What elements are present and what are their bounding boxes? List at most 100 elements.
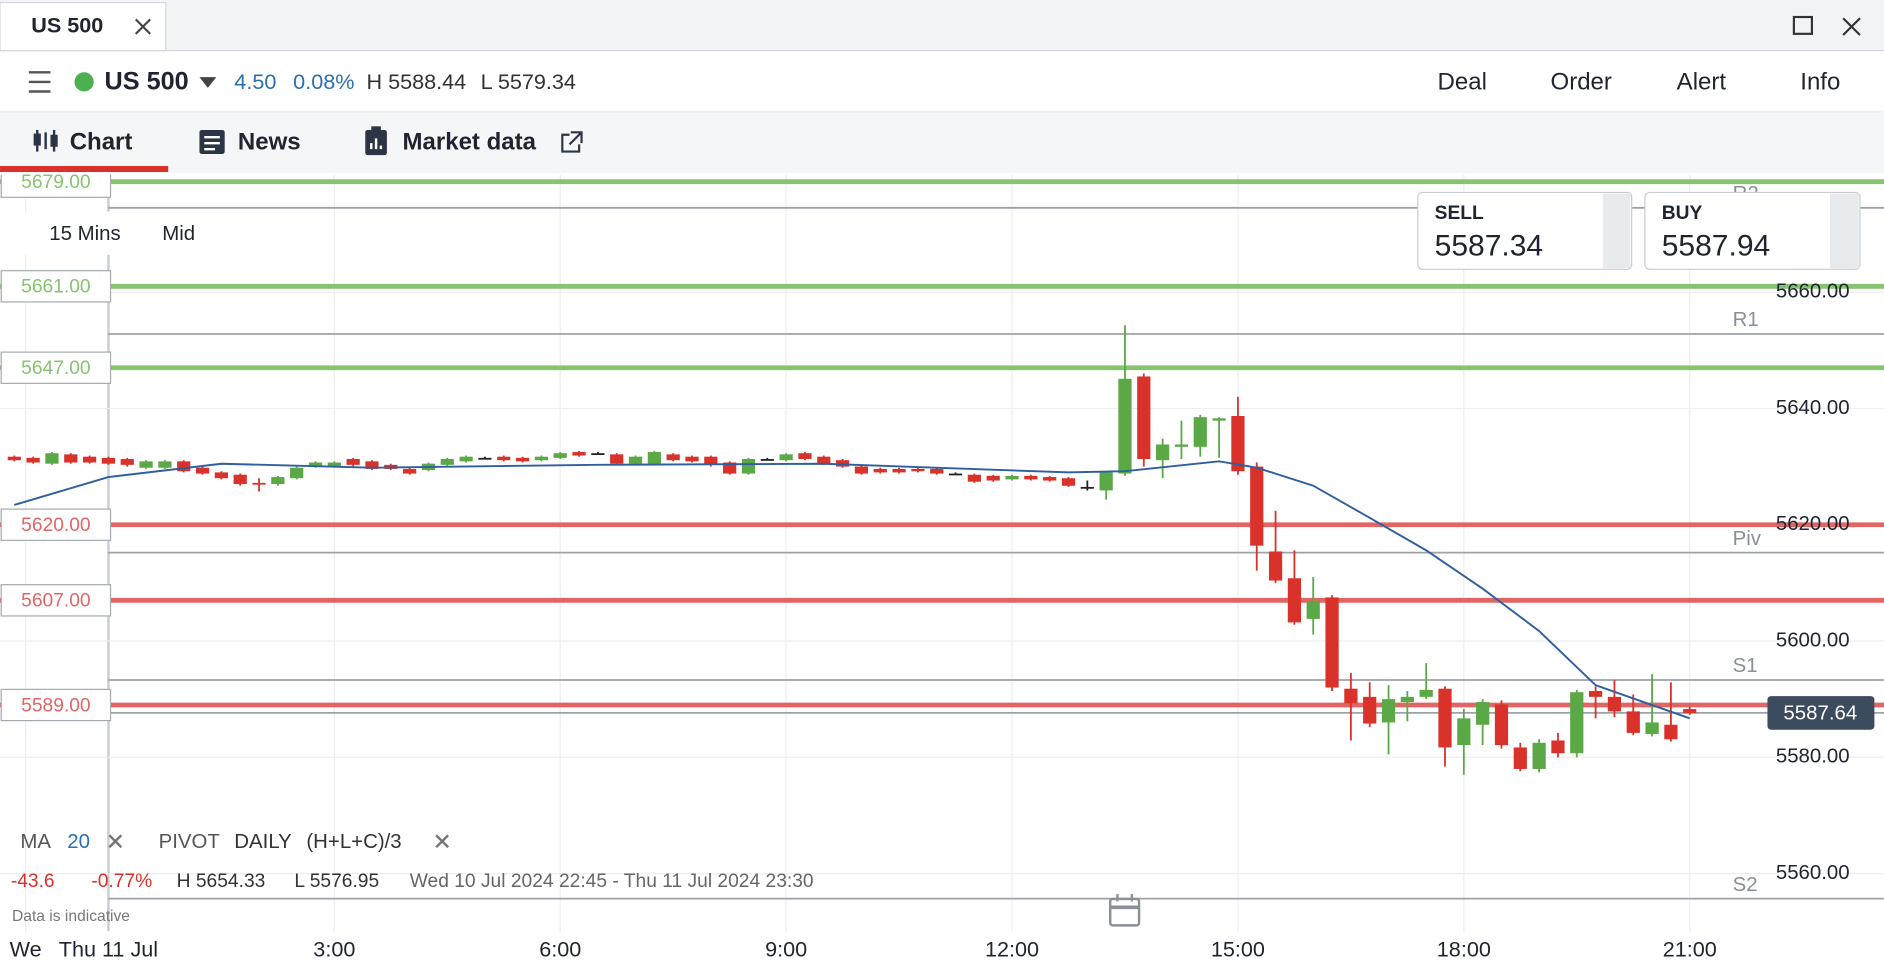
period-change: -43.6	[11, 871, 55, 892]
last-price-label: 5587.64	[1783, 702, 1857, 724]
candle-body	[873, 468, 887, 473]
candle-body	[1400, 696, 1414, 703]
candle-body	[365, 461, 379, 469]
candle-body	[290, 467, 304, 479]
candle-body	[1626, 711, 1640, 733]
candle-body	[553, 453, 567, 458]
level-label: 5679.00	[21, 172, 90, 193]
candle-body	[403, 468, 417, 474]
candle-body	[1664, 724, 1678, 740]
candle-body	[892, 468, 906, 473]
change-pct: 0.08%	[293, 69, 354, 94]
buy-price: 5587.94	[1662, 230, 1771, 263]
candle-body	[986, 475, 1000, 481]
news-tab-icon	[199, 129, 225, 154]
pivot-label: S1	[1733, 655, 1758, 677]
candle-body	[64, 454, 78, 463]
candle-body	[534, 456, 549, 461]
pivot-formula: (H+L+C)/3	[306, 831, 401, 853]
alert-button[interactable]: Alert	[1677, 68, 1727, 95]
candle-body	[308, 462, 323, 467]
candle-body	[1419, 689, 1433, 697]
interval[interactable]: 15 Mins	[49, 223, 120, 245]
candle-body	[1325, 597, 1339, 688]
candle-body	[647, 452, 661, 464]
menu-icon[interactable]	[28, 71, 51, 93]
candle-body	[1532, 742, 1546, 769]
change: 4.50	[234, 69, 276, 94]
tab-bar	[0, 0, 1884, 51]
sell-box[interactable]: SELL 5587.34	[1417, 191, 1633, 270]
x-tick-label: 3:00	[313, 936, 355, 961]
nav-tabs	[0, 113, 1884, 174]
candle-body	[214, 472, 228, 479]
candle-body	[1024, 475, 1038, 480]
candle-body	[515, 457, 530, 462]
chart-tab-icon	[33, 129, 58, 152]
candle-body	[610, 454, 624, 464]
pivot-period: DAILY	[234, 831, 292, 853]
candle-body	[233, 474, 247, 485]
pivot-label: S2	[1733, 874, 1758, 896]
level-label-box	[0, 174, 112, 198]
dropdown-caret[interactable]	[199, 77, 217, 88]
news-tab[interactable]: News	[238, 129, 301, 156]
x-tick-label: Thu 11 Jul	[59, 936, 158, 961]
x-tick-label: 21:00	[1663, 936, 1717, 961]
candle-body	[1607, 696, 1622, 712]
y-tick-label: 5560.00	[1776, 862, 1850, 884]
x-tick-label: 12:00	[985, 936, 1039, 961]
maximize-icon[interactable]	[1792, 15, 1813, 35]
level-label-box	[0, 508, 112, 541]
chart-tab[interactable]: Chart	[70, 129, 133, 156]
candle-body	[1363, 696, 1377, 724]
close-tab-icon[interactable]	[135, 18, 151, 35]
candle-body	[177, 461, 191, 472]
deal-button[interactable]: Deal	[1438, 68, 1487, 95]
remove-ma-icon[interactable]	[108, 834, 123, 849]
chart-controls: 15 Mins Mid	[0, 211, 217, 255]
market-data-tab[interactable]: Market data	[403, 129, 537, 156]
ma-label: MA	[20, 831, 51, 853]
candle-body	[1457, 718, 1471, 746]
close-window-icon[interactable]	[1842, 17, 1861, 36]
candle-body	[760, 459, 774, 461]
calendar-icon[interactable]	[1109, 894, 1141, 927]
remove-pivot-icon[interactable]	[435, 834, 450, 849]
order-button[interactable]: Order	[1551, 68, 1612, 95]
candle-body	[1231, 415, 1245, 472]
day-low: L 5579.34	[481, 69, 576, 94]
instrument-name[interactable]: US 500	[105, 68, 189, 96]
candle-body	[26, 457, 40, 463]
candle-body	[779, 454, 793, 461]
candle-body	[1250, 466, 1264, 546]
x-axis: We Thu 11 Jul 3:00 6:00 9:00 12:00 15:00 18:00 2…	[10, 936, 1717, 961]
candle-body	[1268, 551, 1283, 581]
window-tab[interactable]	[0, 1, 167, 52]
level-label: 5661.00	[21, 277, 90, 298]
candle-body	[1381, 699, 1396, 723]
market-data-tab-icon	[365, 126, 387, 156]
x-tick-label: 18:00	[1437, 936, 1491, 961]
market-open-dot	[74, 72, 94, 92]
candle-body	[1513, 747, 1527, 769]
info-button[interactable]: Info	[1800, 68, 1840, 95]
price-type[interactable]: Mid	[162, 223, 195, 245]
candle-body	[741, 459, 756, 474]
period-low: L 5576.95	[294, 871, 379, 892]
pivot-label: R1	[1733, 309, 1759, 331]
day-high: H 5588.44	[366, 69, 466, 94]
candle-body	[82, 456, 97, 463]
tab-title: US 500	[31, 12, 103, 37]
candle-body	[1683, 709, 1697, 714]
external-link-icon[interactable]	[561, 131, 583, 153]
level-label: 5589.00	[21, 695, 90, 716]
candle-body	[195, 467, 210, 474]
buy-box[interactable]: BUY 5587.94	[1644, 191, 1861, 270]
candle-body	[930, 468, 944, 474]
candle-body	[252, 482, 266, 485]
candle-body	[1551, 740, 1565, 754]
candle-body	[327, 462, 341, 467]
ma-period: 20	[67, 831, 90, 853]
candle-body	[1118, 378, 1132, 474]
